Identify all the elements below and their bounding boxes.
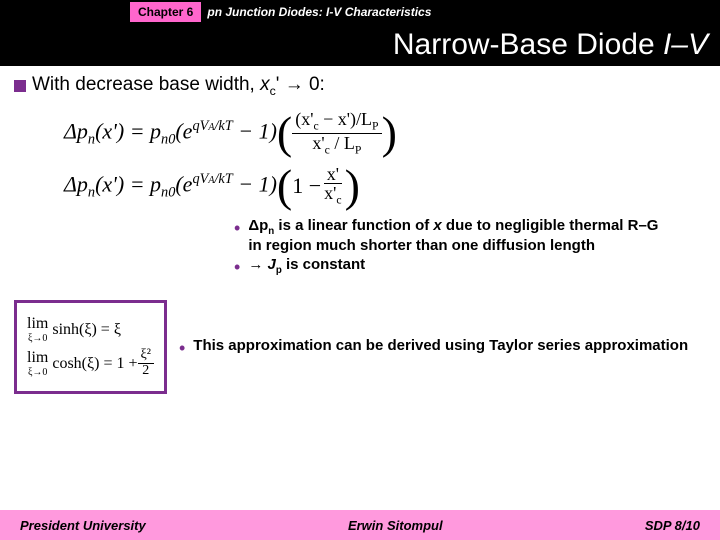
L2: ξ→0	[28, 333, 47, 344]
dot-bullet-icon: •	[179, 339, 185, 357]
L4: ξ→0	[28, 367, 47, 378]
bullet-line-1: With decrease base width, xc' → 0:	[14, 74, 706, 98]
note-3: • This approximation can be derived usin…	[179, 337, 706, 357]
e2: n	[88, 132, 95, 148]
line1-b: ' → 0:	[276, 74, 325, 95]
g9: − 1)	[233, 171, 277, 196]
footer-bar: President University Erwin Sitompul SDP …	[0, 510, 720, 540]
f3: P	[372, 119, 379, 132]
content-area: With decrease base width, xc' → 0: Δpn(x…	[0, 66, 720, 276]
one-minus: 1 −	[292, 173, 321, 199]
line1-var: x	[260, 74, 270, 95]
note3-text: This approximation can be derived using …	[193, 337, 688, 357]
equation-1: Δpn(x') = pn0(eqVA/kT − 1) ( (x'c − x')/…	[64, 110, 706, 157]
e6: qV	[192, 118, 208, 134]
cn: ξ²	[138, 348, 154, 364]
note1-text: Δpn is a linear function of x due to neg…	[248, 217, 664, 254]
slide-title: Narrow-Base Diode I–V	[393, 28, 708, 62]
e9: − 1)	[233, 118, 277, 143]
g1: Δp	[64, 171, 88, 196]
g6: qV	[192, 171, 208, 187]
L1: lim	[27, 315, 48, 333]
m4: is constant	[282, 256, 365, 273]
f1: (x'	[295, 109, 313, 129]
e5: (e	[175, 118, 192, 143]
sinh-eq: sinh(ξ) = ξ	[52, 321, 121, 339]
note-2: • → Jp is constant	[234, 256, 664, 276]
cosh-a: cosh(ξ) = 1 +	[52, 355, 137, 373]
chapter-pill: Chapter 6	[130, 2, 201, 22]
frac1: (x'c − x')/LP x'c / LP	[292, 110, 381, 157]
h3: c	[336, 194, 341, 207]
e8: /kT	[214, 118, 232, 134]
eq1-lhs: Δpn(x') = pn0(eqVA/kT − 1)	[64, 118, 277, 149]
frac2: x' x'c	[321, 165, 344, 208]
n4: x	[433, 217, 441, 234]
notes-block-1: • Δpn is a linear function of x due to n…	[234, 217, 664, 276]
f4: x'	[312, 133, 324, 153]
bottom-section: limξ→0 sinh(ξ) = ξ limξ→0 cosh(ξ) = 1 + …	[0, 300, 720, 393]
note2-text: → Jp is constant	[248, 256, 365, 276]
cd: 2	[139, 364, 152, 379]
equation-2: Δpn(x') = pn0(eqVA/kT − 1) ( 1 − x' x'c …	[64, 165, 706, 208]
dot-bullet-icon: •	[234, 258, 240, 276]
eq2-lhs: Δpn(x') = pn0(eqVA/kT − 1)	[64, 171, 277, 202]
equation-block: Δpn(x') = pn0(eqVA/kT − 1) ( (x'c − x')/…	[64, 110, 706, 208]
h2: x'	[324, 183, 336, 203]
footer-left: President University	[20, 518, 146, 533]
lparen2: (	[277, 168, 292, 205]
lparen1: (	[277, 115, 292, 152]
square-bullet-icon	[14, 80, 26, 92]
cosh-frac: ξ² 2	[138, 348, 154, 378]
title-prefix: Narrow-Base Diode	[393, 28, 663, 61]
g3: (x') = p	[95, 171, 161, 196]
m2: J	[267, 256, 275, 273]
e3: (x') = p	[95, 118, 161, 143]
n3: is a linear function of	[274, 217, 433, 234]
limit-cosh: limξ→0 cosh(ξ) = 1 + ξ² 2	[27, 348, 154, 378]
n1: Δp	[248, 217, 268, 234]
g2: n	[88, 184, 95, 200]
g4: n0	[161, 184, 175, 200]
L3: lim	[27, 349, 48, 367]
rparen2: )	[345, 168, 360, 205]
footer-right: SDP 8/10	[645, 518, 700, 533]
m1: →	[248, 256, 267, 273]
f5: / L	[330, 133, 355, 153]
rparen1: )	[382, 115, 397, 152]
e1: Δp	[64, 118, 88, 143]
e4: n0	[161, 132, 175, 148]
title-ital: I–V	[663, 28, 708, 61]
g5: (e	[175, 171, 192, 196]
f6: P	[355, 143, 362, 156]
notes-block-2: • This approximation can be derived usin…	[179, 335, 706, 359]
header-bar: Chapter 6 pn Junction Diodes: I-V Charac…	[0, 0, 720, 24]
g8: /kT	[214, 171, 232, 187]
footer-center: Erwin Sitompul	[348, 518, 443, 533]
f2: − x')/L	[319, 109, 372, 129]
h1: x'	[324, 165, 342, 185]
note-1: • Δpn is a linear function of x due to n…	[234, 217, 664, 254]
limit-sinh: limξ→0 sinh(ξ) = ξ	[27, 315, 154, 344]
dot-bullet-icon: •	[234, 219, 240, 254]
line1-text: With decrease base width, xc' → 0:	[32, 74, 325, 98]
line1-a: With decrease base width,	[32, 74, 260, 95]
chapter-topic: pn Junction Diodes: I-V Characteristics	[207, 5, 431, 19]
title-bar: Narrow-Base Diode I–V	[0, 24, 720, 66]
limit-box: limξ→0 sinh(ξ) = ξ limξ→0 cosh(ξ) = 1 + …	[14, 300, 167, 393]
